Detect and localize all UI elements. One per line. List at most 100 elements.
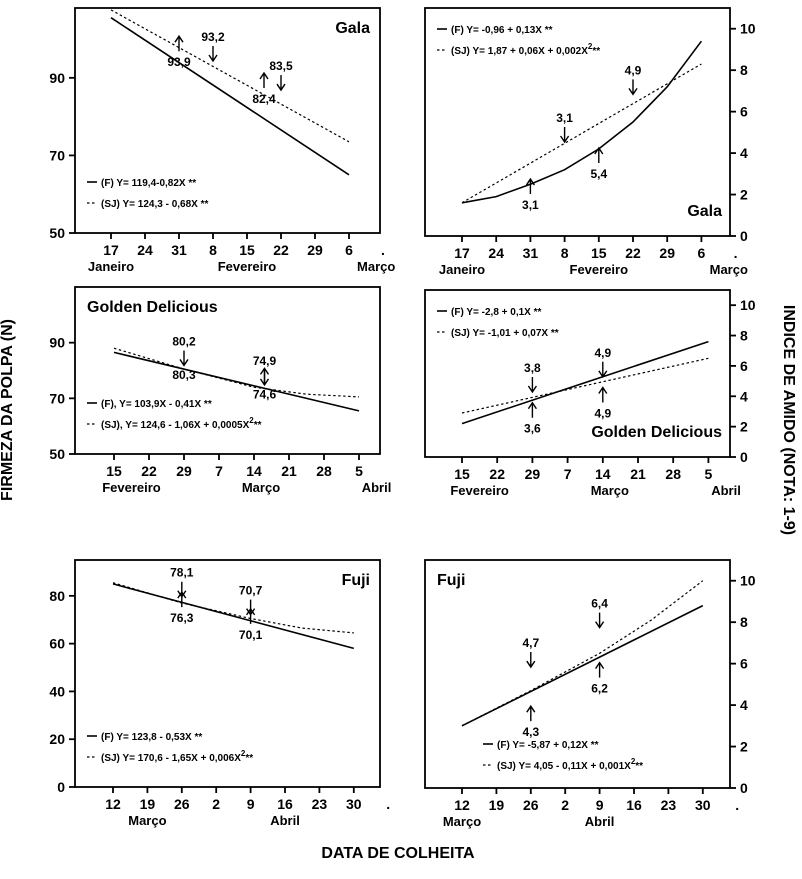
arrow-up-icon <box>595 661 605 678</box>
x-tick-label: 7 <box>564 466 572 482</box>
arrow-down-icon <box>526 652 536 669</box>
arrow-down-icon <box>208 45 218 63</box>
arrow-up-icon <box>259 71 269 89</box>
x-tick-label: 15 <box>591 245 607 261</box>
value-annotation: 3,1 <box>522 198 539 212</box>
month-label: Fevereiro <box>570 262 629 277</box>
x-tick-label: 24 <box>137 242 153 258</box>
y-tick-label: 20 <box>49 731 65 747</box>
x-tick-label: 2 <box>561 797 569 813</box>
month-label: Fevereiro <box>102 480 161 495</box>
value-annotation: 3,6 <box>524 422 541 436</box>
x-tick-label: 5 <box>705 466 713 482</box>
y-tick-label: 70 <box>49 390 65 406</box>
x-tick-label: 22 <box>273 242 289 258</box>
y-tick-label: 2 <box>740 187 748 203</box>
panel-fuji-firmness: 12 19 26 2 9 16 23 30 . Março Abril 0 20 40 60 80 78,1 76… <box>49 559 390 828</box>
equation-significance: ** <box>635 761 643 772</box>
equation-significance: ** <box>592 46 600 57</box>
series-sj-line <box>113 347 360 398</box>
x-tick-label: 29 <box>176 463 192 479</box>
equation-significance: ** <box>245 753 253 764</box>
y-tick-label: 0 <box>740 449 748 465</box>
x-tick-label: 29 <box>307 242 323 258</box>
y-tick-label: 6 <box>740 358 748 374</box>
month-label: Março <box>443 814 481 829</box>
legend-equation-sj: (SJ) Y= 170,6 - 1,65X + 0,006X2** <box>101 749 253 764</box>
y-tick-label: 0 <box>740 780 748 796</box>
y-tick-label: 8 <box>740 328 748 344</box>
y-tick-label: 90 <box>49 70 65 86</box>
arrow-up-icon <box>526 704 536 722</box>
value-annotation: 70,7 <box>239 584 263 598</box>
x-tick-label: 8 <box>209 242 217 258</box>
series-sj-line <box>112 582 354 634</box>
panels: 17 24 31 8 15 22 29 6 .Janeiro Fevereiro Março5070… <box>49 7 756 829</box>
panel-golden-firmness: 15 22 29 7 14 21 28 5 Fevereiro Março Abril 50 70 90 8… <box>49 286 391 495</box>
month-label: Março <box>357 259 395 274</box>
y-tick-label: 60 <box>49 636 65 652</box>
value-annotation: 93,2 <box>201 30 225 44</box>
x-tick-label: 6 <box>345 242 353 258</box>
y-tick-label: 70 <box>49 147 65 163</box>
x-tick-label: 26 <box>174 796 190 812</box>
x-tick-label: 2 <box>212 796 220 812</box>
x-tick-label: 5 <box>355 463 363 479</box>
y-tick-label: 2 <box>740 739 748 755</box>
value-annotation: 4,9 <box>625 63 642 77</box>
x-tick-label: 8 <box>561 245 569 261</box>
legend-equation-sj: (SJ) Y= 124,3 - 0,68X ** <box>101 199 208 210</box>
plot-frame <box>424 289 731 458</box>
x-tick-label: 14 <box>246 463 262 479</box>
panel-title: Fuji <box>437 572 465 589</box>
arrow-down-icon <box>276 75 286 92</box>
arrow-up-icon <box>594 146 604 163</box>
arrow-up-icon <box>598 386 608 403</box>
arrow-down-icon <box>527 376 537 394</box>
legend-equation-f: (F) Y= 123,8 - 0,53X ** <box>101 732 202 743</box>
x-tick-label: 15 <box>454 466 470 482</box>
x-tick-label: 16 <box>277 796 293 812</box>
panel-title: Golden Delicious <box>591 424 722 441</box>
panel-golden-starch: 15 22 29 7 14 21 28 5 Fevereiro Março Abril 0 2 4 6 8 10… <box>424 289 756 498</box>
x-tick-label: 26 <box>523 797 539 813</box>
month-label: Março <box>591 483 629 498</box>
x-tick-label: 23 <box>312 796 328 812</box>
value-annotation: 3,1 <box>556 111 573 125</box>
x-tick-label: 28 <box>665 466 681 482</box>
x-tick-label: 31 <box>171 242 187 258</box>
series-sj-line <box>461 580 704 727</box>
x-tick-label: 22 <box>489 466 505 482</box>
arrow-down-icon <box>595 612 605 629</box>
series-sj-line <box>110 9 350 143</box>
value-annotation: 80,3 <box>172 368 196 382</box>
plot-frame <box>74 286 381 455</box>
month-label: Março <box>128 813 166 828</box>
arrow-up-icon <box>177 590 187 608</box>
x-tick-label: 19 <box>140 796 156 812</box>
x-tick-label: 15 <box>239 242 255 258</box>
value-annotation: 83,5 <box>269 59 293 73</box>
legend-equation-f: (F) Y= -0,96 + 0,13X ** <box>451 25 553 36</box>
y-tick-label: 10 <box>740 573 756 589</box>
month-label: Fevereiro <box>218 259 277 274</box>
series-sj-line <box>461 357 709 414</box>
panel-gala-firmness: 17 24 31 8 15 22 29 6 . Janeiro Fevereiro Março 50 70… <box>49 7 395 274</box>
x-tick-label: 22 <box>625 245 641 261</box>
equation-exponent: 2 <box>631 757 636 766</box>
value-annotation: 70,1 <box>239 628 263 642</box>
panel-title: Fuji <box>342 572 370 589</box>
equation-exponent: 2 <box>241 749 246 758</box>
x-tick-label: 29 <box>525 466 541 482</box>
month-label: Abril <box>270 813 300 828</box>
equation-exponent: 2 <box>588 42 593 51</box>
arrow-up-icon <box>246 607 256 624</box>
value-annotation: 4,7 <box>522 636 539 650</box>
series-f-line <box>461 40 703 204</box>
x-tick-label: 21 <box>630 466 646 482</box>
x-tick-label: 14 <box>595 466 611 482</box>
x-axis-label: DATA DE COLHEITA <box>321 845 475 862</box>
arrow-up-icon <box>174 34 184 52</box>
value-annotation: 6,2 <box>591 682 608 696</box>
